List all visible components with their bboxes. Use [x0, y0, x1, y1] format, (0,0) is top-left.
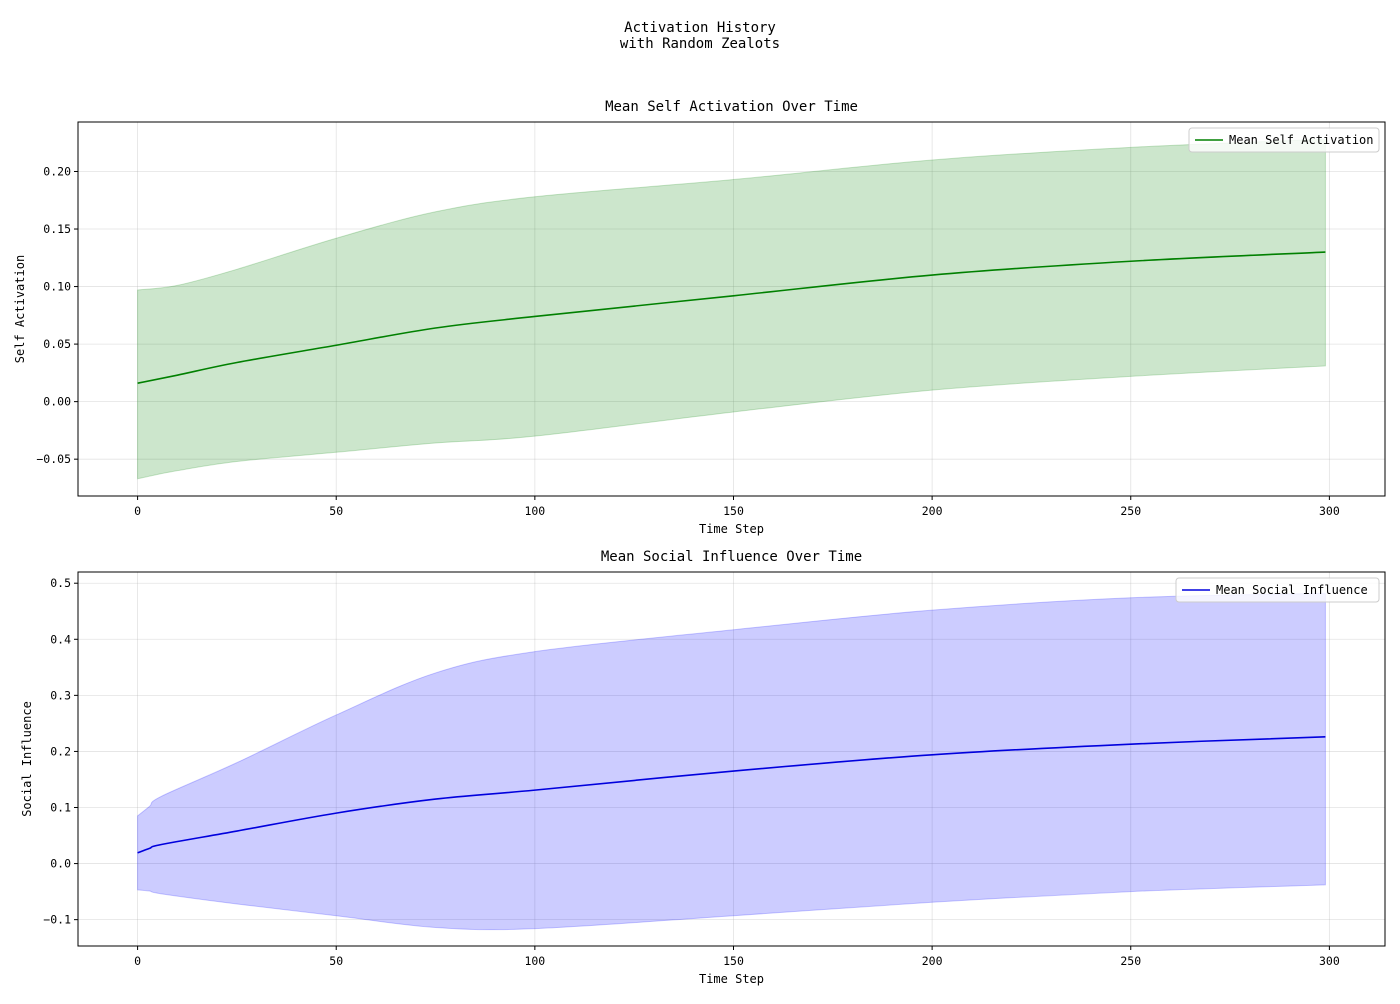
social-influence-chart-title: Mean Social Influence Over Time — [601, 549, 862, 565]
self-activation-x-tick-label: 150 — [723, 504, 744, 518]
social-influence-x-axis-label: Time Step — [699, 972, 764, 986]
social-influence-x-tick-label: 50 — [329, 954, 343, 968]
social-influence-axes-frame — [77, 571, 1386, 947]
social-influence-y-tick-label: 0.0 — [50, 857, 71, 871]
self-activation-legend-label: Mean Self Activation — [1229, 133, 1374, 147]
social-influence-y-tick-label: 0.2 — [50, 744, 71, 758]
social-influence-y-tick-label: 0.1 — [50, 801, 71, 815]
social-influence-y-tick-label: 0.5 — [50, 576, 71, 590]
social-influence-y-axis-label: Social Influence — [20, 701, 34, 817]
self-activation-x-tick-label: 0 — [134, 504, 141, 518]
social-influence-x-tick-label: 300 — [1319, 954, 1340, 968]
self-activation-legend: Mean Self Activation — [1188, 127, 1380, 153]
self-activation-y-tick-label: 0.10 — [43, 280, 71, 294]
self-activation-y-axis-label: Self Activation — [13, 255, 27, 363]
self-activation-x-tick-label: 300 — [1319, 504, 1340, 518]
self-activation-x-tick-label: 50 — [329, 504, 343, 518]
self-activation-x-axis-label: Time Step — [699, 522, 764, 536]
self-activation-x-tick-label: 250 — [1120, 504, 1141, 518]
figure-title-line-1: Activation History — [624, 20, 776, 36]
social-influence-legend-box — [1175, 577, 1380, 603]
social-influence-x-tick-label: 200 — [922, 954, 943, 968]
self-activation-y-tick-label: 0.15 — [43, 222, 71, 236]
self-activation-chart: 0 50 100 150 200 250 300 −0.05 0.00 0.05 0.10 0.15 0… — [13, 99, 1386, 536]
self-activation-axes-frame — [77, 121, 1386, 497]
social-influence-y-tick-label: 0.3 — [50, 688, 71, 702]
social-influence-y-tick-label: −0.1 — [43, 913, 71, 927]
social-influence-y-tick-label: 0.4 — [50, 632, 71, 646]
self-activation-std-band — [137, 138, 1326, 480]
social-influence-x-tick-label: 100 — [524, 954, 545, 968]
social-influence-x-tick-label: 150 — [723, 954, 744, 968]
social-influence-std-band — [137, 592, 1326, 931]
self-activation-y-tick-label: 0.00 — [43, 395, 71, 409]
self-activation-y-tick-label: −0.05 — [36, 452, 71, 466]
self-activation-x-tick-label: 200 — [922, 504, 943, 518]
social-influence-mean-line — [137, 736, 1326, 854]
figure-title-line-2: with Random Zealots — [620, 36, 780, 52]
social-influence-legend: Mean Social Influence — [1175, 577, 1380, 603]
social-influence-x-tick-label: 0 — [134, 954, 141, 968]
social-influence-chart: 0 50 100 150 200 250 300 −0.1 0.0 0.1 0.2 0.3 0.4 0.5… — [20, 549, 1386, 986]
social-influence-x-tick-label: 250 — [1120, 954, 1141, 968]
self-activation-legend-box — [1188, 127, 1380, 153]
self-activation-y-tick-label: 0.20 — [43, 164, 71, 178]
social-influence-legend-label: Mean Social Influence — [1216, 583, 1368, 597]
self-activation-chart-title: Mean Self Activation Over Time — [605, 99, 858, 115]
self-activation-x-tick-label: 100 — [524, 504, 545, 518]
self-activation-mean-line — [137, 251, 1326, 385]
self-activation-y-tick-label: 0.05 — [43, 337, 71, 351]
